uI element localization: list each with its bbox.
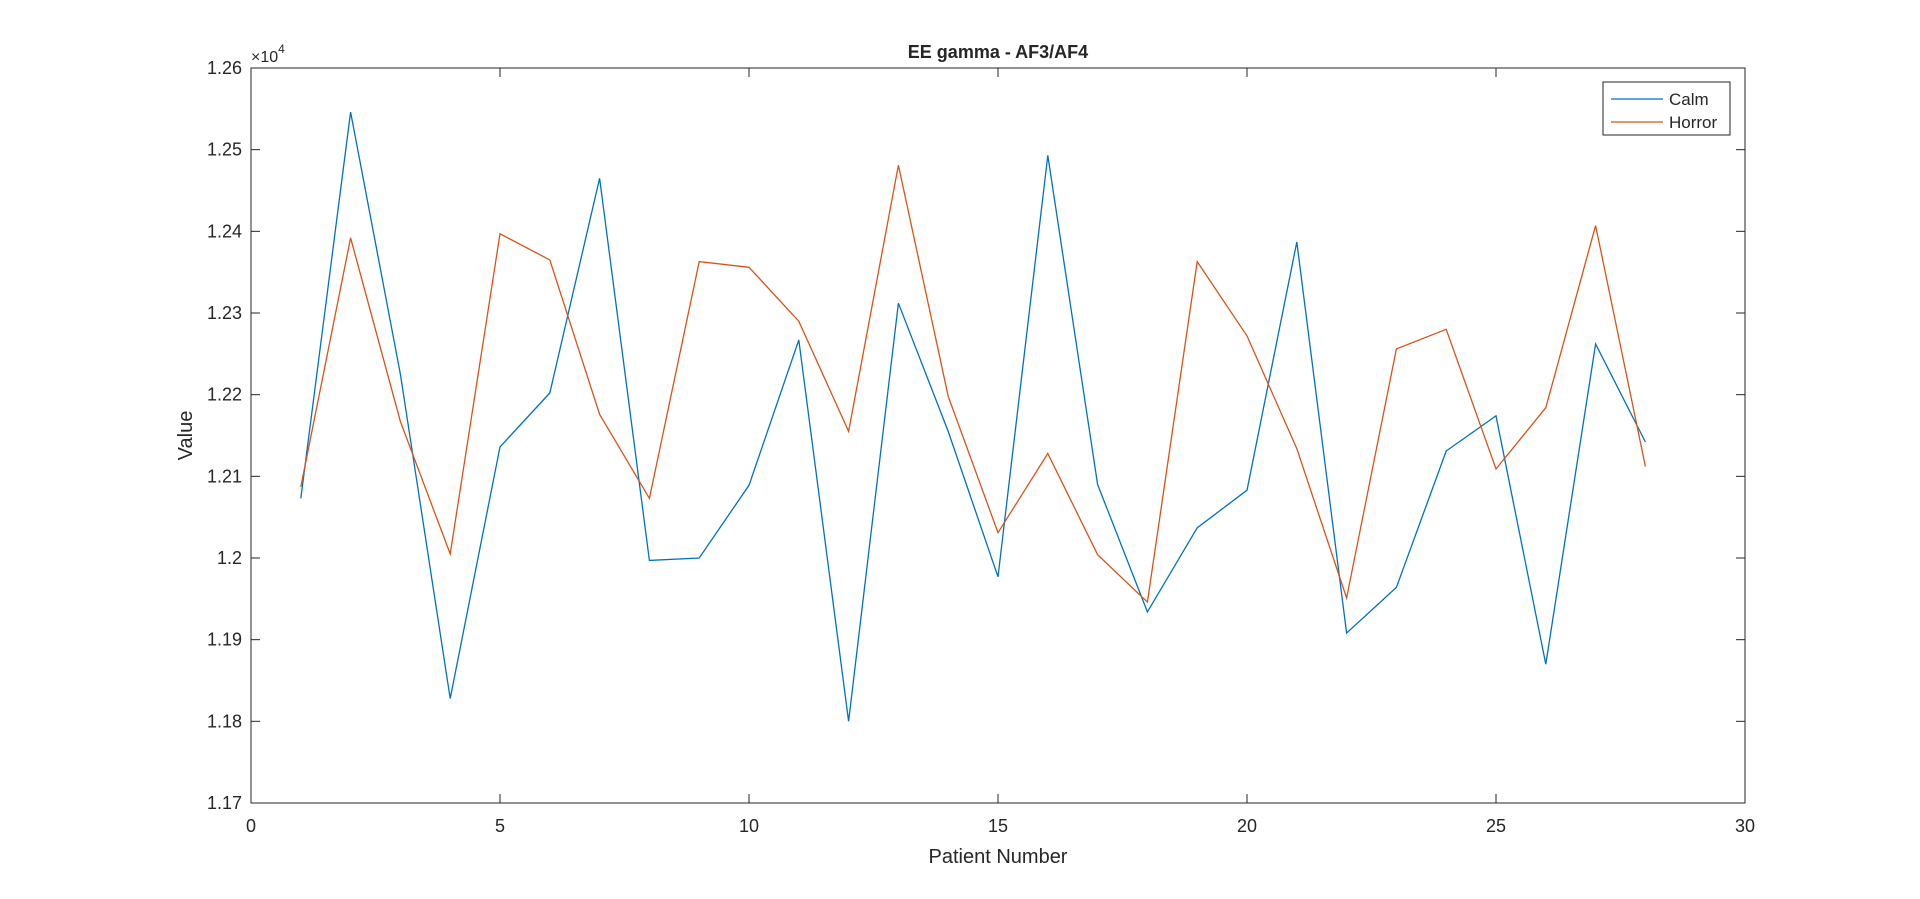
plot-area-frame [250, 67, 1746, 804]
legend-label-horror: Horror [1669, 113, 1718, 132]
x-tick-label: 0 [246, 816, 256, 836]
axes-box [250, 67, 1746, 804]
y-tick-label: 1.26 [207, 58, 242, 78]
y-axis-exponent-base: ×10 [251, 49, 278, 66]
y-axis-ticks: 1.17 1.18 1.19 1.2 1.21 1.22 1.23 1.24 1.25 1.26 [207, 58, 1745, 813]
x-axis-label: Patient Number [929, 846, 1068, 868]
series-layer [300, 111, 1647, 722]
y-tick-label: 1.23 [207, 303, 242, 323]
y-tick-label: 1.24 [207, 221, 242, 241]
y-axis-exponent: ×104 [251, 42, 285, 66]
y-tick-label: 1.17 [207, 793, 242, 813]
x-tick-label: 15 [988, 816, 1008, 836]
y-tick-label: 1.19 [207, 630, 242, 650]
x-tick-label: 25 [1486, 816, 1506, 836]
x-tick-label: 5 [495, 816, 505, 836]
x-tick-label: 10 [739, 816, 759, 836]
legend: Calm Horror [1602, 81, 1731, 136]
chart-title: EE gamma - AF3/AF4 [908, 42, 1088, 62]
y-axis-exponent-power: 4 [278, 42, 285, 56]
y-tick-label: 1.21 [207, 466, 242, 486]
x-tick-label: 20 [1237, 816, 1257, 836]
y-tick-label: 1.25 [207, 140, 242, 160]
x-axis-ticks: 0 5 10 15 20 25 30 [246, 68, 1755, 836]
y-tick-label: 1.2 [217, 548, 242, 568]
x-tick-label: 30 [1735, 816, 1755, 836]
y-tick-label: 1.18 [207, 711, 242, 731]
series-line-calm [300, 111, 1646, 722]
y-axis-label: Value [175, 411, 197, 461]
series-line-horror [300, 165, 1647, 604]
legend-label-calm: Calm [1669, 90, 1709, 109]
legend-box [1602, 81, 1731, 136]
y-tick-label: 1.22 [207, 385, 242, 405]
